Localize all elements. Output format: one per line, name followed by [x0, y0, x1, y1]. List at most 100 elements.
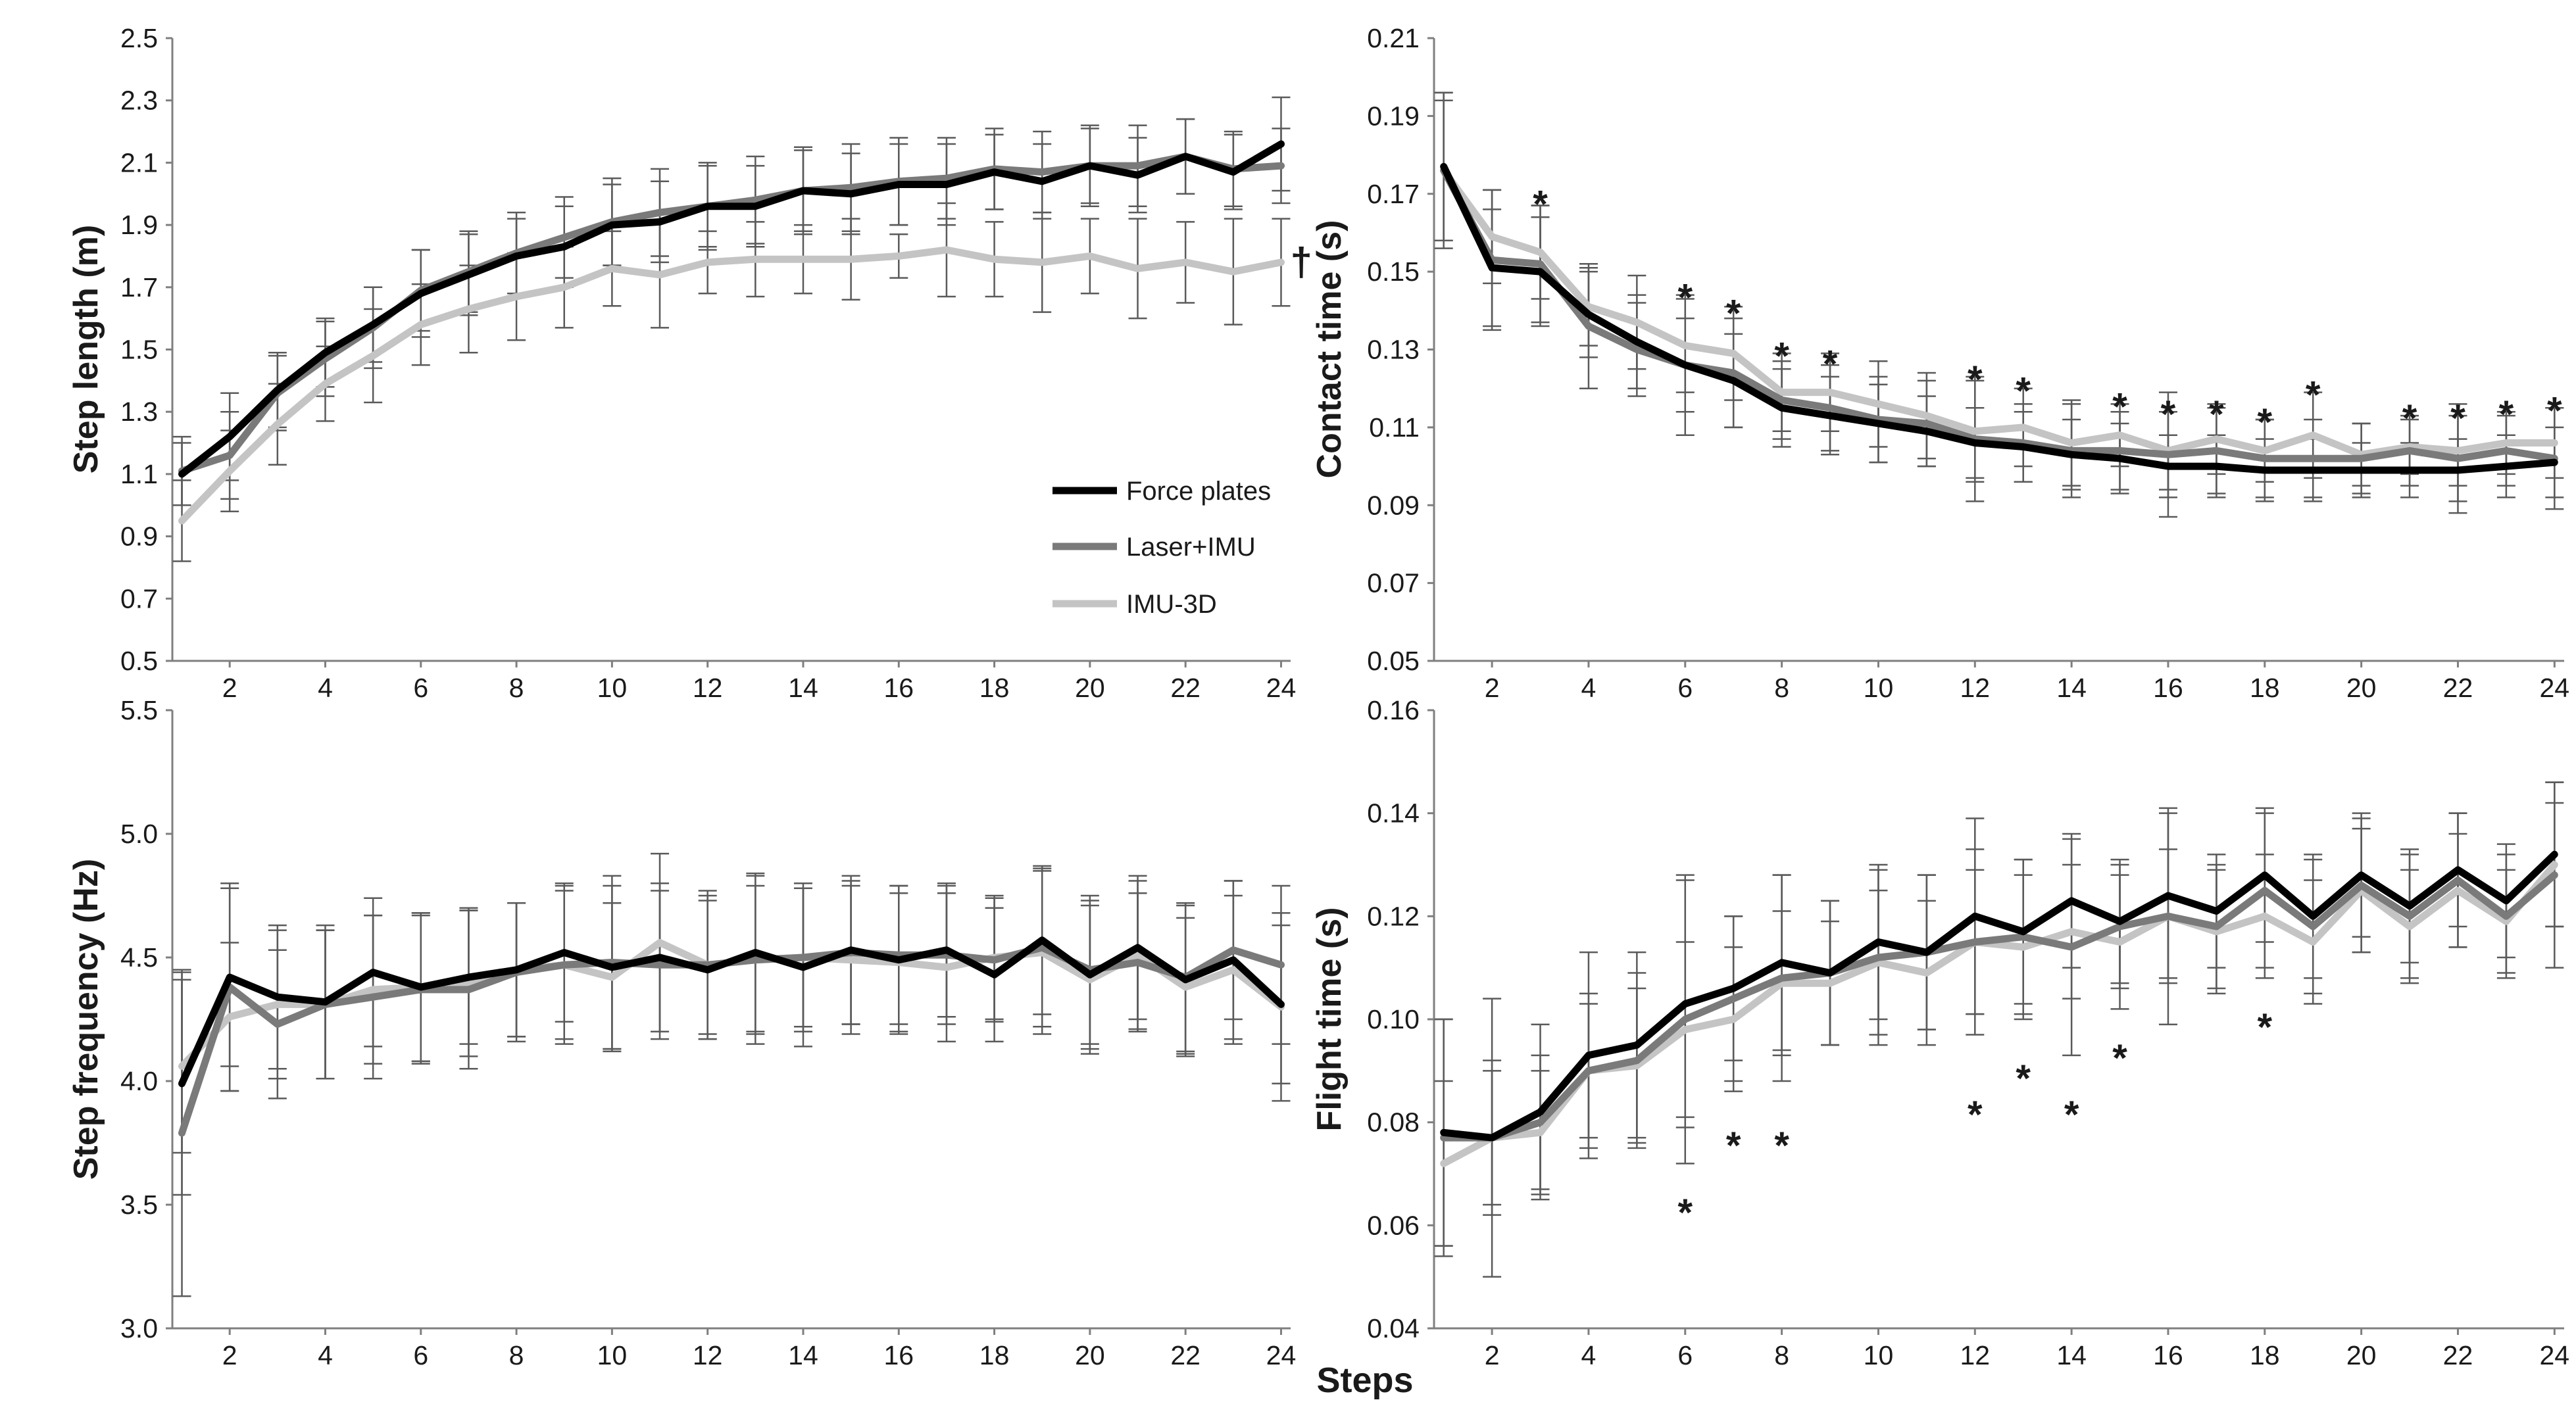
significance-star: *	[1677, 277, 1693, 320]
x-tick-label: 24	[1266, 1340, 1297, 1370]
legend: Force plates Laser+IMU IMU-3D	[1053, 477, 1271, 619]
series-line-laser-imu	[1440, 166, 2558, 462]
series-line-laser-imu	[178, 944, 1285, 1137]
x-tick-label: 8	[509, 673, 524, 703]
x-tick-label: 10	[1864, 1340, 1894, 1370]
x-tick-label: 14	[788, 673, 818, 703]
y-tick-label: 0.7	[120, 583, 158, 614]
x-tick-label: 14	[788, 1340, 818, 1370]
x-tick-label: 8	[1774, 673, 1789, 703]
significance-star: *	[2209, 393, 2224, 436]
x-tick-label: 18	[979, 1340, 1010, 1370]
y-tick-label: 0.11	[1369, 412, 1420, 443]
x-tick-label: 12	[693, 673, 723, 703]
legend-label: Force plates	[1126, 477, 1271, 506]
significance-star: *	[1726, 292, 1741, 335]
significance-star: *	[2258, 401, 2273, 444]
y-tick-label: 4.0	[120, 1066, 158, 1096]
significance-star: *	[1774, 1124, 1789, 1167]
x-tick-label: 18	[979, 673, 1010, 703]
x-tick-label: 12	[1960, 1340, 1990, 1370]
series-line-force-plates	[178, 936, 1285, 1088]
x-tick-label: 20	[2346, 673, 2377, 703]
x-tick-label: 2	[1485, 1340, 1500, 1370]
x-tick-label: 12	[1960, 673, 1990, 703]
y-tick-label: 1.7	[120, 272, 158, 302]
x-tick-label: 16	[2153, 673, 2183, 703]
y-tick-label: 0.19	[1367, 101, 1420, 131]
x-tick-label: 22	[2443, 673, 2473, 703]
x-tick-label: 6	[413, 1340, 428, 1370]
significance-star: *	[2499, 393, 2514, 436]
y-tick-label: 1.3	[120, 397, 158, 427]
y-axis-label: Step length (m)	[67, 225, 105, 473]
x-tick-label: 2	[222, 1340, 237, 1370]
x-tick-label: 8	[1774, 1340, 1789, 1370]
significance-star: *	[1823, 343, 1838, 385]
series-line-force-plates	[1440, 162, 2558, 474]
y-tick-label: 2.3	[120, 85, 158, 116]
x-tick-label: 14	[2056, 673, 2087, 703]
y-tick-label: 0.14	[1367, 798, 1420, 829]
y-tick-label: 4.5	[120, 942, 158, 973]
series-line-force-plates	[178, 140, 1285, 478]
step-length-panel: 0.50.70.91.11.31.51.71.92.12.32.52 4 6 8 10 1…	[67, 23, 1312, 703]
y-tick-label: 0.16	[1367, 695, 1420, 725]
significance-star: *	[2306, 374, 2321, 417]
x-tick-label: 10	[1864, 673, 1894, 703]
y-tick-label: 0.5	[120, 646, 158, 676]
x-tick-label: 4	[1581, 1340, 1597, 1370]
y-tick-label: 0.08	[1367, 1107, 1420, 1138]
x-tick-label: 10	[597, 673, 628, 703]
series-line-force-plates	[1440, 850, 2558, 1142]
significance-star: *	[2402, 397, 2417, 440]
significance-star: *	[2112, 1037, 2127, 1080]
x-tick-label: 24	[2540, 1340, 2570, 1370]
x-tick-label: 20	[1075, 673, 1105, 703]
y-axis-label: Flight time (s)	[1310, 907, 1349, 1132]
x-tick-label: 20	[2346, 1340, 2377, 1370]
x-tick-label: 16	[883, 673, 914, 703]
y-tick-label: 0.05	[1367, 646, 1420, 676]
significance-star: *	[2064, 1094, 2079, 1136]
x-tick-label: 12	[693, 1340, 723, 1370]
y-tick-label: 2.1	[120, 147, 158, 178]
x-tick-label: 22	[1170, 673, 1201, 703]
significance-star: *	[1774, 335, 1789, 377]
legend-label: IMU-3D	[1126, 590, 1217, 619]
x-tick-label: 20	[1075, 1340, 1105, 1370]
x-tick-label: 16	[883, 1340, 914, 1370]
y-tick-label: 0.06	[1367, 1210, 1420, 1240]
significance-star: *	[1533, 183, 1548, 226]
significance-star: *	[2450, 397, 2465, 440]
flight-time-panel: 0.040.060.080.100.120.140.162 4 6 8 10 12 14 16…	[1310, 695, 2569, 1370]
significance-star: *	[1968, 1094, 1983, 1136]
y-tick-label: 5.5	[120, 695, 158, 725]
y-tick-label: 3.5	[120, 1190, 158, 1220]
x-tick-label: 6	[413, 673, 428, 703]
x-tick-label: 4	[318, 1340, 333, 1370]
x-tick-label: 4	[318, 673, 333, 703]
y-tick-label: 0.04	[1367, 1313, 1420, 1343]
series-line-laser-imu	[1440, 871, 2558, 1142]
y-tick-label: 1.5	[120, 335, 158, 365]
significance-star: *	[1968, 358, 1983, 401]
y-tick-label: 0.17	[1367, 179, 1420, 209]
x-tick-label: 6	[1677, 673, 1693, 703]
y-tick-label: 0.12	[1367, 901, 1420, 931]
y-tick-label: 0.10	[1367, 1004, 1420, 1034]
x-tick-label: 4	[1581, 673, 1597, 703]
x-tick-label: 24	[2540, 673, 2570, 703]
significance-star: *	[2161, 393, 2176, 436]
x-tick-label: 2	[1485, 673, 1500, 703]
y-tick-label: 3.0	[120, 1313, 158, 1343]
step-frequency-panel: 3.03.54.04.55.05.52 4 6 8 10 12 14 16 18 20 22 24St…	[67, 695, 1296, 1370]
dagger-annotation: †	[1290, 240, 1312, 284]
significance-star: *	[2016, 1057, 2031, 1100]
y-tick-label: 0.09	[1367, 490, 1420, 520]
x-tick-label: 14	[2056, 1340, 2087, 1370]
y-axis-label: Contact time (s)	[1310, 220, 1349, 479]
series-line-imu-3d	[178, 246, 1285, 525]
y-tick-label: 0.21	[1367, 23, 1420, 53]
